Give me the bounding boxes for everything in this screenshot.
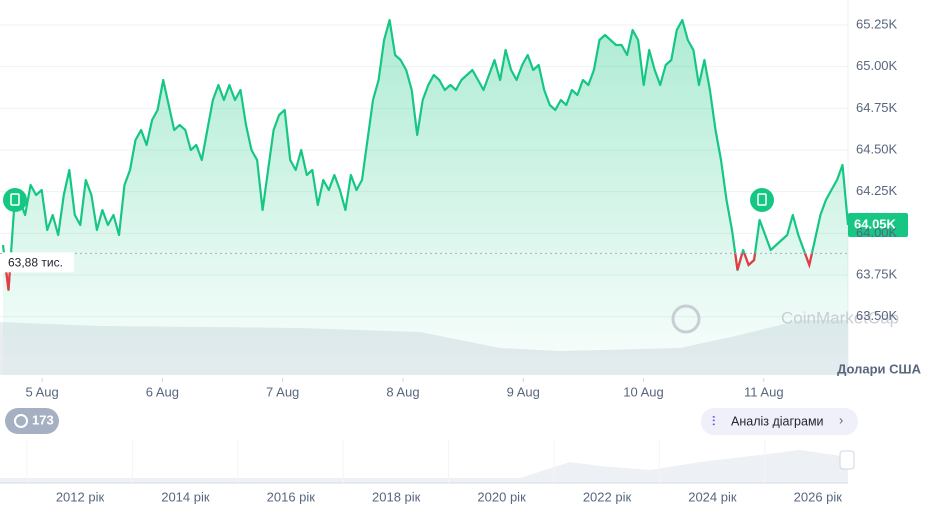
x-tick-label: 10 Aug (623, 384, 664, 399)
x-tick-label: 5 Aug (25, 384, 58, 399)
navigator-label: 2024 рік (688, 489, 737, 504)
reference-label: 63,88 тис. (8, 256, 63, 270)
navigator-handle[interactable] (839, 450, 855, 470)
x-tick-label: 7 Aug (266, 384, 299, 399)
navigator-label: 2020 рік (477, 489, 526, 504)
news-count: 173 (32, 412, 54, 427)
news-marker[interactable] (750, 188, 774, 212)
navigator-area (0, 450, 848, 483)
analysis-text: Аналіз діаграми (731, 414, 824, 428)
y-tick-label: 63.75K (856, 266, 898, 281)
y-tick-label: 64.75K (856, 100, 898, 115)
navigator-label: 2026 рік (794, 489, 843, 504)
chevron: › (839, 412, 843, 427)
y-tick-label: 64.00K (856, 225, 898, 240)
news-badge[interactable]: 173 (5, 408, 59, 434)
x-tick-label: 8 Aug (386, 384, 419, 399)
y-tick-label: 65.00K (856, 58, 898, 73)
news-marker[interactable] (3, 188, 27, 212)
navigator-label: 2022 рік (583, 489, 632, 504)
reference-box (2, 252, 74, 273)
navigator-label: 2018 рік (372, 489, 421, 504)
price-line (1, 18, 850, 292)
x-tick-label: 6 Aug (146, 384, 179, 399)
x-tick-label: 9 Aug (507, 384, 540, 399)
navigator-label: 2016 рік (267, 489, 316, 504)
currency-label: Долари США (837, 361, 922, 376)
y-tick-label: 65.25K (856, 16, 898, 31)
navigator-label: 2014 рік (161, 489, 210, 504)
analysis-button[interactable]: ⫶ Аналіз діаграми › (701, 408, 858, 435)
news-marker-icon (757, 193, 767, 206)
watermark-logo (671, 304, 701, 334)
x-tick-label: 11 Aug (744, 384, 784, 399)
price-area (3, 20, 848, 375)
y-tick-label: 64.50K (856, 141, 898, 156)
analysis-icon: ⫶ (712, 413, 715, 428)
news-marker-icon (10, 193, 20, 206)
watermark: CoinMarketCap (781, 308, 899, 327)
navigator-label: 2012 рік (56, 489, 105, 504)
y-tick-label: 64.25K (856, 183, 898, 198)
current-price-box (848, 212, 908, 237)
current-price-label: 64.05K (854, 216, 897, 231)
y-tick-label: 63.50K (856, 308, 898, 323)
